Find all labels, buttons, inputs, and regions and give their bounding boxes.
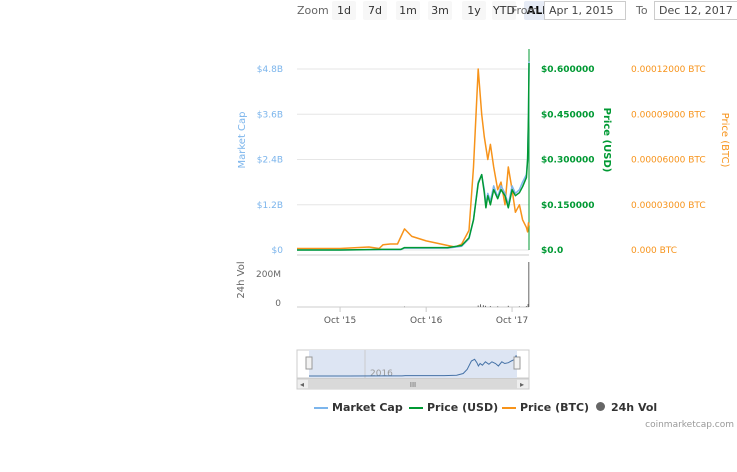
zoom-button-1y[interactable]: 1y xyxy=(462,1,486,20)
x-tick-label: Oct '15 xyxy=(324,316,356,326)
series-layer xyxy=(297,61,530,308)
navigator-year-label: 2016 xyxy=(370,369,393,379)
x-tick-label: Oct '16 xyxy=(410,316,443,326)
price-btc-tick: 0.00009000 BTC xyxy=(631,110,706,120)
series-line-price-btc xyxy=(297,68,530,250)
market-cap-tick: $4.8B xyxy=(257,65,283,75)
volume-bar xyxy=(404,306,405,308)
volume-bar xyxy=(507,305,509,307)
volume-bar xyxy=(528,262,530,307)
price-usd-tick: $0.600000 xyxy=(541,65,595,75)
scroll-left-arrow-icon: ◂ xyxy=(300,380,304,389)
x-axis: Oct '15 Oct '16 Oct '17 xyxy=(324,307,528,326)
volume-bar xyxy=(482,305,484,307)
volume-bar xyxy=(480,304,481,307)
to-label: To xyxy=(636,4,648,17)
market-cap-tick: $1.2B xyxy=(257,201,283,211)
price-usd-tick: $0.450000 xyxy=(541,110,595,120)
price-btc-tick: 0.000 BTC xyxy=(631,246,677,256)
price-btc-tick: 0.00012000 BTC xyxy=(631,65,706,75)
volume-tick: 200M xyxy=(256,270,281,280)
zoom-button-1d[interactable]: 1d xyxy=(332,1,356,20)
price-usd-tick: $0.0 xyxy=(541,246,563,256)
price-btc-axis-title: Price (BTC) xyxy=(719,113,730,168)
navigator: 2016 ◂ ▸ III xyxy=(296,349,530,390)
volume-axis-title: 24h Vol xyxy=(236,261,247,298)
market-cap-tick: $0 xyxy=(272,246,284,256)
legend-price-usd[interactable]: Price (USD) xyxy=(427,401,499,414)
volume-bar xyxy=(477,305,479,307)
grid-lines xyxy=(297,68,529,308)
legend-market-cap-swatch xyxy=(314,407,328,409)
zoom-button-7d[interactable]: 7d xyxy=(363,1,387,20)
legend-price-usd-swatch xyxy=(409,407,423,409)
to-date-input[interactable]: Dec 12, 2017 xyxy=(654,1,737,20)
volume-bar xyxy=(525,306,527,307)
market-cap-axis-title: Market Cap xyxy=(237,111,248,168)
volume-bar xyxy=(497,306,499,308)
legend-price-btc[interactable]: Price (BTC) xyxy=(520,401,590,414)
price-usd-axis: $0.0 $0.150000 $0.300000 $0.450000 $0.600000… xyxy=(528,49,612,256)
price-usd-axis-title: Price (USD) xyxy=(601,108,612,173)
volume-bar xyxy=(485,305,486,307)
zoom-button-ytd[interactable]: YTD xyxy=(492,1,516,20)
price-usd-tick: $0.150000 xyxy=(541,201,595,211)
volume-bar xyxy=(518,306,520,307)
volume-bar xyxy=(489,306,491,307)
scroll-right-arrow-icon: ▸ xyxy=(520,380,524,389)
navigator-series xyxy=(309,355,517,377)
credit-link[interactable]: coinmarketcap.com xyxy=(645,420,734,430)
price-usd-tick: $0.300000 xyxy=(541,156,595,166)
price-btc-tick: 0.00006000 BTC xyxy=(631,156,706,166)
volume-axis: 200M 0 24h Vol xyxy=(236,261,281,309)
navigator-scrollbar-thumb xyxy=(308,379,517,389)
legend-volume[interactable]: 24h Vol xyxy=(611,401,658,414)
market-cap-tick: $2.4B xyxy=(257,156,283,166)
navigator-selection xyxy=(309,350,517,378)
from-date-input[interactable]: Apr 1, 2015 xyxy=(544,1,626,20)
volume-tick: 0 xyxy=(275,299,281,309)
series-line-market-cap xyxy=(297,61,530,251)
volume-bar xyxy=(527,304,529,307)
legend-volume-swatch xyxy=(596,402,605,411)
legend-price-btc-swatch xyxy=(502,407,516,409)
market-cap-tick: $3.6B xyxy=(257,110,283,120)
scrollbar-grip-icon: III xyxy=(410,381,416,389)
zoom-label: Zoom xyxy=(297,4,329,17)
zoom-button-3m[interactable]: 3m xyxy=(428,1,452,20)
navigator-handle xyxy=(513,356,521,370)
from-label: From xyxy=(511,4,539,17)
navigator-handle xyxy=(305,356,313,370)
market-cap-axis: $0 $1.2B $2.4B $3.6B $4.8B Market Cap xyxy=(237,65,283,256)
legend-market-cap[interactable]: Market Cap xyxy=(332,401,403,414)
series-line-price-usd xyxy=(297,62,530,251)
zoom-button-1m[interactable]: 1m xyxy=(396,1,420,20)
price-btc-tick: 0.00003000 BTC xyxy=(631,201,706,211)
x-tick-label: Oct '17 xyxy=(496,316,528,326)
price-btc-axis: 0.000 BTC 0.00003000 BTC 0.00006000 BTC 0.0… xyxy=(631,65,730,256)
